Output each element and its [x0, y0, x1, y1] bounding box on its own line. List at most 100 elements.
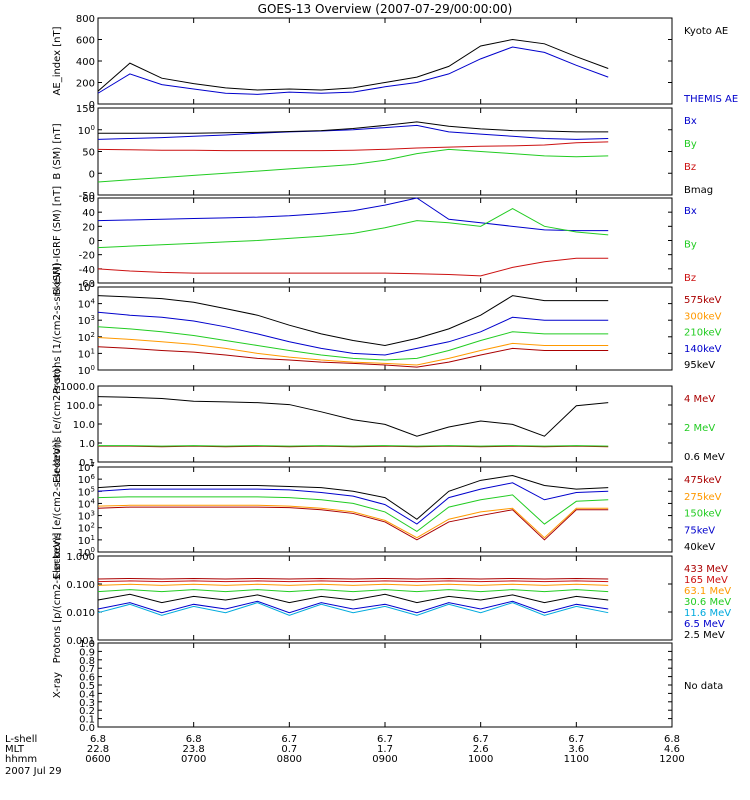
- y-tick-label: 0.0: [79, 723, 95, 734]
- y-tick-label: 0: [89, 237, 95, 248]
- y-axis-label: B (SM) [nT]: [52, 123, 63, 179]
- series-line-Bx: [97, 124, 609, 140]
- y-tick-label: 101: [78, 347, 95, 360]
- y-axis-label: B (SM)-IGRF (SM) [nT]: [52, 186, 63, 295]
- footer-lshell-value: 6.7: [377, 734, 393, 745]
- panel-frame: [97, 197, 673, 284]
- y-tick-label: 107: [78, 461, 95, 474]
- legend-label: By: [684, 240, 697, 251]
- footer-hhmm-value: 1200: [659, 754, 684, 765]
- panel-3: -60 -40 -20 0 20 40 60 B (SM)-IGRF (SM) [nT] Bx B…: [52, 186, 697, 295]
- legend-label: 575keV: [684, 295, 722, 306]
- series-line-By: [97, 208, 609, 249]
- series-line-165-MeV: [97, 580, 609, 583]
- footer-mlt-value: 3.6: [568, 744, 584, 755]
- footer-mlt-value: 23.8: [183, 744, 205, 755]
- y-tick-label: 600: [76, 36, 95, 47]
- y-tick-label: 0.4: [79, 689, 95, 700]
- figure-title: GOES-13 Overview (2007-07-29/00:00:00): [258, 2, 513, 16]
- footer-row-label: L-shell: [5, 734, 37, 745]
- legend-label: 165 MeV: [684, 575, 728, 586]
- series-line-2-MeV: [98, 445, 609, 447]
- y-tick-label: 40: [82, 208, 95, 219]
- footer-hhmm-value: 0700: [181, 754, 206, 765]
- y-tick-label: 1.0: [79, 639, 95, 650]
- y-tick-label: 106: [78, 473, 96, 486]
- y-tick-label: 100: [78, 364, 95, 377]
- series-line-95keV: [97, 295, 609, 346]
- y-tick-label: 104: [78, 497, 96, 510]
- legend-label: 40keV: [684, 542, 715, 553]
- legend-label: 140keV: [684, 344, 722, 355]
- y-tick-label: 0.100: [66, 580, 95, 591]
- series-line-150keV: [97, 494, 609, 532]
- panel-1: 0 200 400 600 800 AE_index [nT] Kyoto AE THEMIS…: [52, 14, 738, 111]
- footer-mlt-value: 1.7: [377, 744, 393, 755]
- legend-label: Bmag: [684, 185, 713, 196]
- legend-label: Kyoto AE: [684, 26, 728, 37]
- y-tick-label: 50: [82, 148, 95, 159]
- footer-lshell-value: 6.8: [664, 734, 680, 745]
- footer-lshell-value: 6.7: [568, 734, 584, 745]
- series-line-Bmag: [98, 121, 609, 134]
- footer-lshell-value: 6.7: [281, 734, 297, 745]
- y-tick-label: 0.1: [79, 715, 95, 726]
- footer-hhmm-value: 1100: [564, 754, 589, 765]
- panel-2: -50 0 50 100 150 B (SM) [nT] Bx By Bz Bmag: [52, 104, 713, 202]
- y-axis-label: X-ray: [52, 672, 63, 698]
- y-tick-label: 100: [78, 546, 95, 559]
- footer-hhmm-value: 0800: [277, 754, 302, 765]
- series-line-75keV: [97, 482, 609, 525]
- y-tick-label: 20: [82, 222, 95, 233]
- footer-lshell-value: 6.8: [186, 734, 202, 745]
- legend-label: 210keV: [684, 328, 722, 339]
- legend-label: 0.6 MeV: [684, 452, 725, 463]
- footer-lshell-value: 6.7: [473, 734, 489, 745]
- y-axis-label: Electrons [e/(cm2-s-sr)]: [52, 365, 63, 483]
- series-line-6.5-MeV: [97, 600, 609, 614]
- y-tick-label: 150: [76, 104, 95, 115]
- y-tick-label: 102: [78, 522, 95, 535]
- y-axis-label: Protons [1/(cm2-s-sr-keV)]: [52, 263, 63, 394]
- footer-hhmm-value: 1000: [468, 754, 493, 765]
- legend-label: 63.1 MeV: [684, 586, 731, 597]
- legend-label: 300keV: [684, 311, 722, 322]
- panel-frame: [97, 17, 673, 105]
- y-tick-label: -20: [79, 251, 95, 262]
- y-tick-label: 0.2: [79, 706, 95, 717]
- series-line-4-MeV: [98, 445, 609, 448]
- panel-8: 0.00.10.20.30.40.50.60.70.80.91.0 X-ray No…: [52, 639, 723, 734]
- y-tick-label: 0.5: [79, 681, 95, 692]
- footer-mlt-value: 22.8: [87, 744, 109, 755]
- y-tick-label: 0.8: [79, 656, 95, 667]
- y-tick-label: 0.7: [79, 664, 95, 675]
- y-tick-label: -60: [79, 279, 95, 290]
- y-tick-label: 0.6: [79, 673, 95, 684]
- legend-label: 6.5 MeV: [684, 619, 725, 630]
- legend-label: 150keV: [684, 509, 722, 520]
- legend-label: 433 MeV: [684, 564, 728, 575]
- series-line-300keV: [97, 337, 609, 366]
- legend-label: 4 MeV: [684, 394, 715, 405]
- panel-4: 100 101 102 103 104 105 Protons [1/(cm2-s-sr-k…: [52, 263, 722, 394]
- footer-row-label: hhmm: [5, 754, 37, 765]
- y-tick-label: -40: [79, 265, 95, 276]
- series-line-Bz: [97, 141, 609, 152]
- legend-label: 75keV: [684, 525, 715, 536]
- y-tick-label: 103: [78, 510, 95, 523]
- legend-label: Bz: [684, 273, 696, 284]
- legend-label: 2 MeV: [684, 423, 715, 434]
- y-tick-label: 103: [78, 314, 95, 327]
- series-line-Bz: [97, 257, 609, 277]
- series-line-0.6-MeV: [97, 396, 609, 437]
- series-line-30.6-MeV: [97, 589, 609, 593]
- series-line-140keV: [97, 311, 609, 356]
- y-tick-label: 1000.0: [60, 382, 95, 393]
- series-line-210keV: [97, 326, 609, 361]
- y-tick-label: 200: [76, 79, 95, 90]
- series-line-575keV: [97, 346, 609, 368]
- legend-label: 2.5 MeV: [684, 630, 725, 641]
